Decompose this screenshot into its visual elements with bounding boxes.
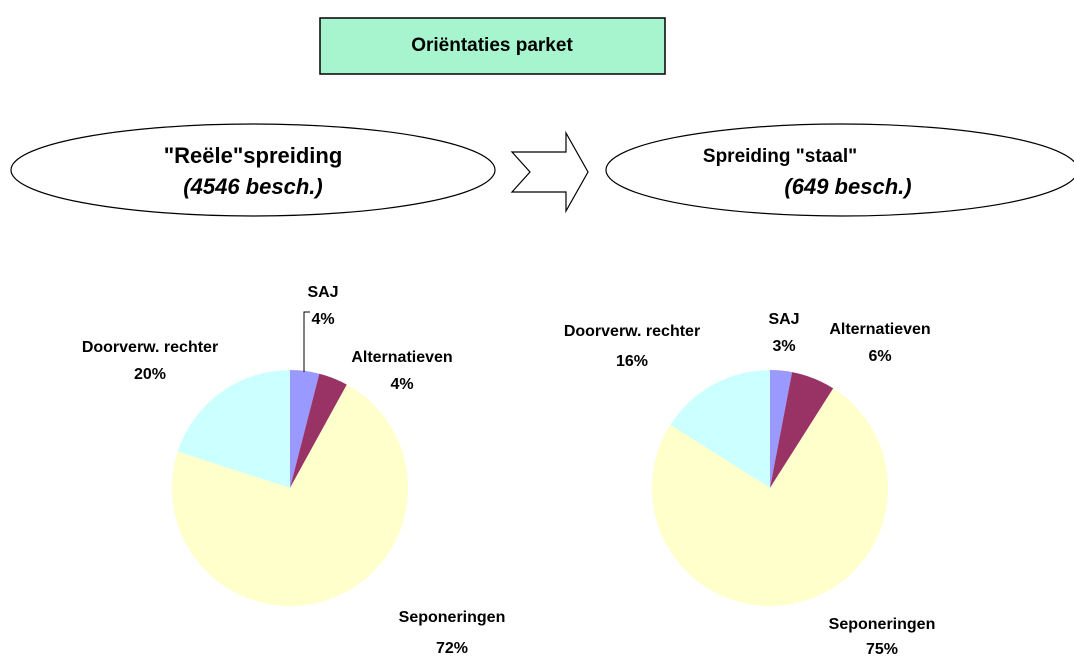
pie-slice — [652, 388, 888, 607]
slice-label: Doorverw. rechter — [82, 339, 218, 356]
right-ellipse-subtitle: (649 besch.) — [784, 174, 911, 199]
slice-value-label: 75% — [866, 641, 898, 657]
slice-value-label: 3% — [772, 338, 795, 355]
right-ellipse-title: Spreiding "staal" — [703, 146, 857, 167]
slice-label: Doorverw. rechter — [564, 323, 700, 340]
slice-label: Alternatieven — [829, 321, 930, 338]
pie-slice — [670, 369, 770, 488]
left-ellipse-title: "Reële"spreiding — [164, 143, 343, 168]
slice-value-label: 4% — [311, 311, 334, 328]
header-box — [319, 17, 666, 75]
slice-value-label: 72% — [436, 640, 468, 657]
slice-value-label: 20% — [134, 366, 166, 383]
slice-label: SAJ — [768, 311, 799, 328]
slice-label: SAJ — [307, 284, 338, 301]
leader-line — [303, 311, 310, 372]
slice-value-label: 16% — [616, 353, 648, 370]
pie-slice — [290, 373, 347, 488]
header-title: Oriëntaties parket — [411, 35, 573, 56]
slice-label: Seponeringen — [399, 609, 506, 626]
arrow — [510, 130, 589, 214]
slice-value-label: 6% — [868, 348, 891, 365]
pie-slice — [172, 384, 408, 606]
pie-slice — [770, 370, 793, 488]
slice-value-label: 4% — [390, 376, 413, 393]
slice-label: Alternatieven — [351, 349, 452, 366]
left-ellipse — [10, 123, 496, 217]
left-ellipse-subtitle: (4546 besch.) — [183, 174, 322, 199]
pie-slice — [290, 370, 320, 488]
right-ellipse — [605, 123, 1074, 217]
pie-slice — [770, 372, 834, 488]
pie-slice — [177, 370, 290, 488]
slice-label: Seponeringen — [829, 616, 936, 633]
